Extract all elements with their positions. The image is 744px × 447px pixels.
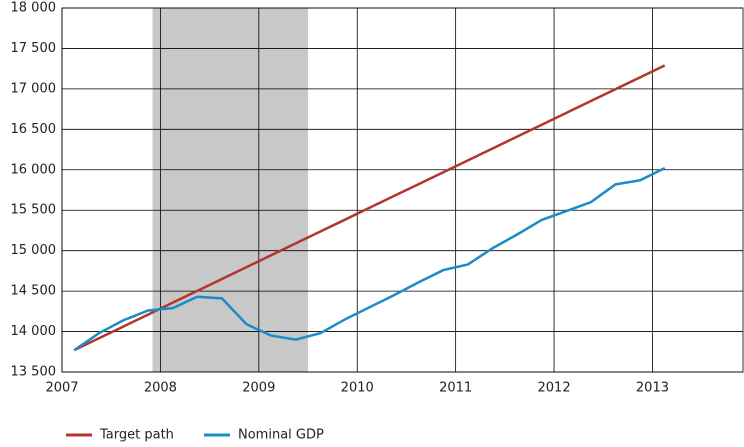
y-tick-label: 13 500 xyxy=(11,365,57,380)
x-tick-label: 2012 xyxy=(538,381,571,396)
y-tick-label: 17 500 xyxy=(11,41,57,56)
y-tick-label: 15 500 xyxy=(11,203,57,218)
x-tick-label: 2009 xyxy=(242,381,275,396)
legend-label: Nominal GDP xyxy=(238,428,324,443)
y-tick-label: 16 500 xyxy=(11,122,57,137)
plot-frame xyxy=(61,7,744,373)
y-tick-label: 17 000 xyxy=(11,81,57,96)
x-tick-label: 2010 xyxy=(341,381,374,396)
y-tick-label: 16 000 xyxy=(11,162,57,177)
y-tick-label: 14 500 xyxy=(11,284,57,299)
y-tick-label: 14 000 xyxy=(11,324,57,339)
x-tick-label: 2007 xyxy=(45,381,78,396)
y-tick-label: 15 000 xyxy=(11,243,57,258)
legend-label: Target path xyxy=(99,428,174,443)
x-tick-label: 2013 xyxy=(636,381,669,396)
line-series xyxy=(73,64,666,352)
x-tick-label: 2011 xyxy=(439,381,472,396)
line-series xyxy=(73,167,666,352)
recession-shade xyxy=(152,8,309,372)
y-tick-label: 18 000 xyxy=(11,1,57,16)
x-tick-label: 2008 xyxy=(144,381,177,396)
